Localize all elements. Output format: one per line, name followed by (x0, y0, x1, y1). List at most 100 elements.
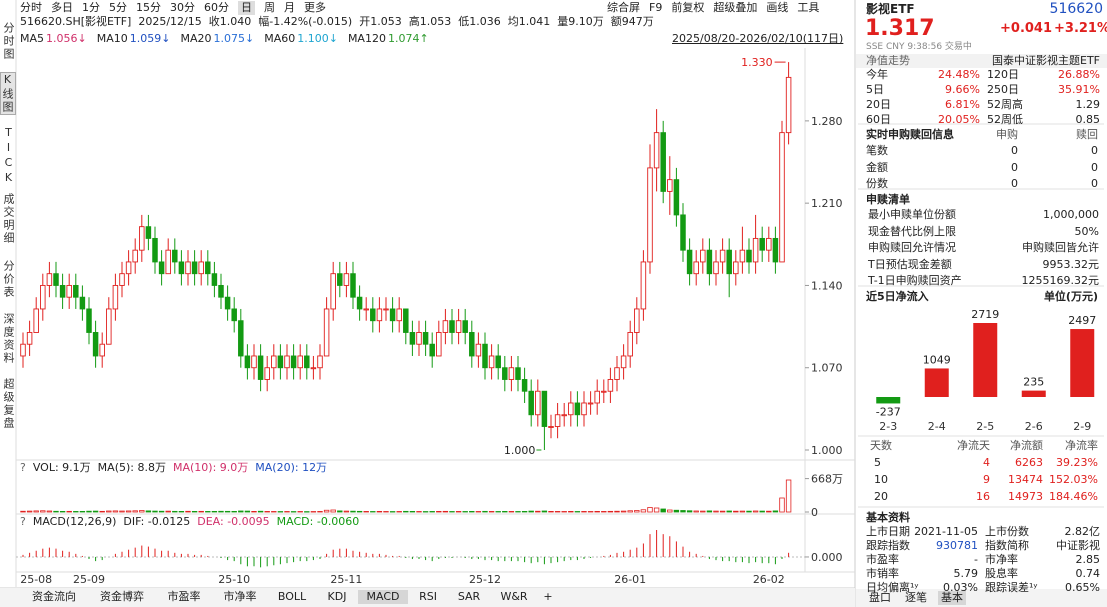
period-tab[interactable]: 多日 (51, 1, 73, 14)
tool-button[interactable]: 工具 (797, 1, 820, 14)
side-tab[interactable]: 深度资料 (2, 313, 15, 365)
candle-body (211, 273, 218, 286)
row-label: 上市份数 (985, 525, 1029, 538)
high-label: 1.330 (741, 56, 773, 69)
tool-button[interactable]: 超级叠加 (713, 1, 758, 14)
indicator-tab[interactable]: + (543, 590, 553, 603)
indicator-tab[interactable]: 资金博弈 (100, 590, 144, 603)
tool-button[interactable]: 综合屏 (607, 1, 640, 14)
row-label: 金额 (866, 160, 888, 174)
period-tab[interactable]: 周 (264, 1, 275, 14)
volume-bar (495, 511, 501, 513)
period-tab[interactable]: 1分 (82, 1, 100, 14)
x-tick-label: 26-02 (753, 573, 785, 586)
volume-bar (475, 511, 482, 513)
quote-field: 低1.036 (458, 15, 501, 28)
indicator-tab[interactable]: BOLL (277, 590, 307, 603)
row-value: 申购赎回皆允许 (1022, 241, 1099, 254)
period-tab[interactable]: 更多 (304, 1, 326, 14)
side-tab[interactable]: TICK (2, 126, 15, 186)
table-cell: 14973 (1008, 490, 1043, 503)
indicator-tab[interactable]: 市盈率 (167, 590, 201, 603)
side-tab[interactable]: 超级复盘 (2, 378, 15, 430)
indicator-tab[interactable]: MACD (358, 590, 408, 604)
x-tick-label: 25-10 (218, 573, 250, 586)
candle-body (574, 402, 581, 416)
tool-button[interactable]: 画线 (766, 1, 789, 14)
row-value: - (974, 553, 978, 566)
candle-body (442, 320, 449, 333)
panel-tab[interactable]: 盘口 (869, 591, 891, 604)
quote-field: 量9.10万 (557, 15, 604, 28)
side-tab[interactable]: 成交明细 (2, 193, 15, 245)
volume-bar (422, 511, 429, 513)
period-tab[interactable]: 60分 (204, 1, 229, 14)
side-tab[interactable]: 分价表 (2, 260, 15, 299)
candle-body (238, 320, 244, 357)
indicator-label: MACD: -0.0060 (276, 515, 360, 528)
volume-bar (297, 511, 303, 513)
candle-body (422, 332, 429, 345)
row-label: 股息率 (985, 567, 1018, 580)
period-tab[interactable]: 15分 (136, 1, 161, 14)
candle-body (396, 308, 402, 322)
indicator-tab[interactable]: 资金流向 (32, 590, 76, 603)
panel-tab[interactable]: 基本 (938, 591, 966, 605)
panel-tab[interactable]: 逐笔 (905, 591, 927, 604)
table-cell: 20 (874, 490, 888, 503)
candle-body (389, 308, 396, 322)
tool-button[interactable]: 前复权 (671, 1, 705, 14)
indicator-tab[interactable]: 市净率 (223, 590, 257, 603)
indicator-label: MACD(12,26,9) (32, 515, 117, 528)
candle-body (515, 367, 521, 380)
volume-bar (620, 510, 627, 513)
range-label: 2025/08/20-2026/02/10(117日) (672, 32, 844, 45)
volume-bar (667, 509, 673, 513)
volume-bar (277, 511, 284, 513)
indicator-tabs: 资金流向 资金博弈 市盈率 市净率 BOLL KDJ MACD RSI SAR W&R + (20, 590, 558, 604)
period-tab[interactable]: 月 (284, 1, 295, 14)
row-label: T-1日申购赎回资产 (868, 274, 962, 287)
indicator-tab[interactable]: SAR (457, 590, 481, 603)
help-icon[interactable]: ? (20, 461, 26, 474)
candle-body (739, 249, 746, 263)
candle-body (568, 402, 574, 416)
side-tab[interactable]: K线图 (0, 72, 16, 115)
nav-value: 1.29 (1075, 98, 1101, 111)
x-tick-label: 25-09 (73, 573, 105, 586)
volume-bar (92, 510, 99, 513)
period-tab[interactable]: 日 (238, 1, 255, 15)
candle-body (541, 390, 548, 427)
indicator-tab[interactable]: RSI (419, 590, 437, 603)
tool-button[interactable]: F9 (649, 1, 663, 14)
indicator-tab[interactable]: W&R (500, 590, 528, 603)
candle-body (746, 249, 752, 263)
volume-bar (554, 511, 561, 513)
ma-item: MA10 1.059↓ (97, 32, 171, 46)
candle-body (251, 355, 257, 369)
indicator-tab[interactable]: KDJ (327, 590, 347, 603)
candle-body (337, 273, 343, 286)
table-head: 净流额 (1010, 439, 1043, 452)
candle-body (700, 249, 706, 263)
period-tab[interactable]: 30分 (170, 1, 195, 14)
nav-value: 20.05% (938, 113, 980, 126)
indicator-label: DEA: -0.0095 (197, 515, 270, 528)
nav-label: 52周高 (987, 98, 1023, 111)
macd_header: ? MACD(12,26,9) DIF: -0.0125 DEA: -0.0095 MA… (20, 515, 359, 529)
candle-body (508, 367, 515, 380)
volume-bar (271, 511, 277, 513)
side-tab[interactable]: 分时图 (2, 22, 15, 61)
volume-bar (26, 510, 33, 513)
candle-body (449, 320, 455, 333)
nav-fund: 国泰中证影视主题ETF (992, 54, 1100, 67)
period-tab[interactable]: 5分 (109, 1, 127, 14)
volume-bar (33, 510, 39, 513)
candle-body (554, 414, 561, 427)
volume-bar (647, 507, 653, 513)
volume-bar (535, 510, 541, 513)
quote-field: 均1.041 (507, 15, 551, 28)
low-label: 1.000 (504, 444, 536, 457)
period-tab[interactable]: 分时 (20, 1, 42, 14)
help-icon[interactable]: ? (20, 515, 26, 528)
